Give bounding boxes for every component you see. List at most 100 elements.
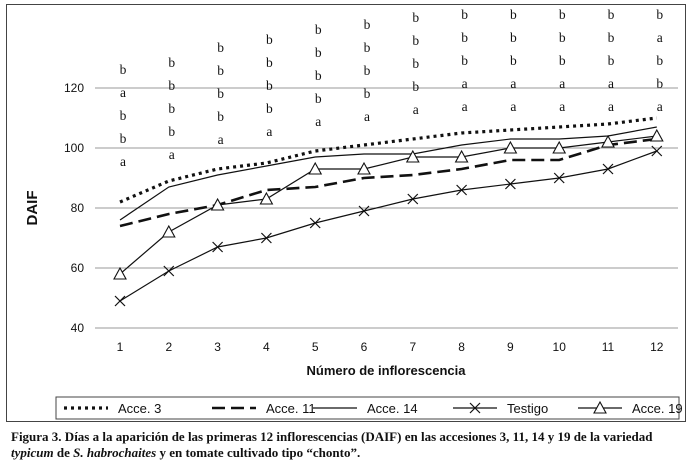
significance-letter: b [412, 79, 419, 94]
legend-item: Testigo [453, 401, 548, 416]
figure-caption: Figura 3. Días a la aparición de las pri… [11, 429, 691, 461]
significance-letter: a [218, 132, 224, 147]
series-acce-14 [119, 126, 657, 221]
data-point-marker [308, 161, 323, 175]
x-tick-label: 9 [507, 340, 514, 354]
y-tick-label: 60 [71, 261, 85, 275]
significance-letter: a [559, 76, 565, 91]
series-line [119, 116, 657, 204]
data-point-marker [651, 145, 663, 157]
data-point-marker [163, 265, 175, 277]
significance-letter: b [364, 40, 371, 55]
caption-text-2: de [53, 445, 74, 460]
legend-label: Testigo [507, 401, 548, 416]
gridlines [95, 87, 678, 329]
legend-item: Acce. 14 [313, 401, 418, 416]
x-tick-label: 2 [165, 340, 172, 354]
significance-letter: b [364, 17, 371, 32]
data-point-marker [260, 232, 272, 244]
significance-letter: a [413, 102, 419, 117]
data-point-marker [407, 193, 419, 205]
significance-letter: b [266, 78, 273, 93]
significance-letter: b [608, 7, 615, 22]
x-tick-label: 7 [409, 340, 416, 354]
significance-letter: b [412, 10, 419, 25]
x-tick-label: 1 [117, 340, 124, 354]
series-line [119, 150, 658, 302]
legend-item: Acce. 11 [212, 401, 316, 416]
significance-letter: b [217, 109, 224, 124]
significance-letter: b [315, 22, 322, 37]
significance-letter: b [217, 86, 224, 101]
y-tick-label: 100 [64, 141, 84, 155]
significance-letter: b [461, 7, 468, 22]
significance-letter: a [657, 99, 663, 114]
x-tick-label: 3 [214, 340, 221, 354]
data-point-marker [259, 191, 274, 205]
significance-letter: b [266, 101, 273, 116]
significance-letter: a [169, 147, 175, 162]
legend-marker [593, 400, 607, 414]
legend-marker [469, 402, 481, 414]
x-tick-label: 10 [553, 340, 567, 354]
data-point-marker [358, 205, 370, 217]
legend-label: Acce. 14 [367, 401, 418, 416]
x-tick-label: 12 [650, 340, 664, 354]
significance-letter: a [120, 85, 126, 100]
significance-letter: a [559, 99, 565, 114]
significance-letter: a [462, 76, 468, 91]
significance-letter: b [120, 131, 127, 146]
data-point-marker [552, 140, 567, 154]
significance-letter: b [168, 101, 175, 116]
significance-letter: b [266, 32, 273, 47]
x-tick-label: 5 [312, 340, 319, 354]
caption-italic-2: S. habrochaites [73, 445, 157, 460]
x-tick-label: 4 [263, 340, 270, 354]
series-line [119, 126, 657, 221]
data-point-marker [113, 266, 127, 280]
y-axis-title: DAIF [24, 191, 41, 226]
significance-letter: b [364, 63, 371, 78]
significance-letter: a [608, 76, 614, 91]
significance-letter: a [266, 124, 272, 139]
x-tick-label: 8 [458, 340, 465, 354]
caption-italic-1: typicum [11, 445, 54, 460]
data-point-marker [212, 241, 224, 253]
significance-letter: b [656, 53, 663, 68]
data-point-marker [454, 149, 469, 163]
significance-letter: b [559, 30, 566, 45]
significance-letter: b [559, 53, 566, 68]
x-tick-label: 6 [361, 340, 368, 354]
legend-label: Acce. 19 [632, 401, 683, 416]
data-point-marker [553, 172, 565, 184]
series-testigo [114, 145, 663, 307]
legend-item: Acce. 19 [578, 400, 683, 416]
data-point-marker [649, 128, 664, 142]
series-acce-3 [119, 116, 657, 204]
data-point-marker [602, 163, 614, 175]
significance-letter: b [120, 108, 127, 123]
caption-text-1: Figura 3. Días a la aparición de las pri… [11, 429, 653, 444]
legend-box [55, 396, 680, 420]
data-point-marker [601, 134, 615, 148]
significance-letter: b [412, 56, 419, 71]
significance-letter: b [510, 53, 517, 68]
data-point-marker [210, 197, 225, 211]
significance-letter: a [120, 154, 126, 169]
significance-letter: b [559, 7, 566, 22]
significance-letter: b [461, 53, 468, 68]
significance-letter: b [315, 91, 322, 106]
x-tick-label: 11 [602, 340, 615, 354]
significance-letters: babbabbbbabbbbabbbbabbbbabbbbabbbbabbbaa… [120, 7, 664, 169]
data-point-marker [309, 217, 321, 229]
legend-label: Acce. 3 [118, 401, 161, 416]
significance-letter: a [510, 99, 516, 114]
significance-letter: b [656, 7, 663, 22]
significance-letter: b [510, 7, 517, 22]
significance-letter: a [364, 109, 370, 124]
significance-letter: b [217, 40, 224, 55]
legend: Acce. 3 Acce. 11 Acce. 14 Testigo Acce. 19 [64, 400, 683, 416]
significance-letter: b [315, 45, 322, 60]
